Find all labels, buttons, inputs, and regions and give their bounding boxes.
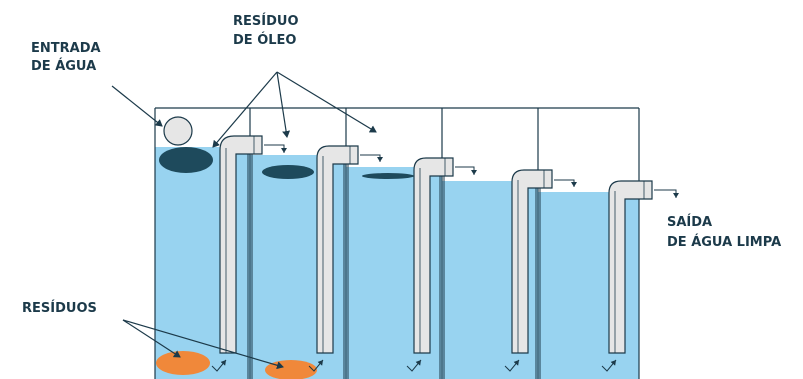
label-clean-outlet-line1: SAÍDA (667, 214, 712, 230)
residue-blob-1 (156, 351, 210, 375)
elbow-pipe-4 (511, 169, 553, 354)
label-water-inlet-line1: ENTRADA (31, 41, 101, 56)
leader-lines (111, 71, 377, 370)
label-clean-outlet-line2: DE ÁGUA LIMPA (667, 234, 781, 250)
label-residues: RESÍDUOS (22, 300, 97, 316)
elbow-pipe-2 (316, 145, 359, 354)
oil-layers (159, 147, 414, 179)
oil-layer-1 (159, 147, 213, 173)
label-water-inlet-line2: DE ÁGUA (31, 58, 96, 74)
bottom-flow-arrows (211, 359, 617, 372)
oil-layer-2 (262, 165, 314, 179)
elbow-pipe-3 (413, 157, 454, 354)
water-inlet-pipe (163, 116, 193, 146)
label-oil-residue-line1: RESÍDUO (233, 13, 299, 29)
oil-layer-3 (362, 173, 414, 179)
pipe-wall-lines (247, 150, 541, 379)
elbow-pipe-1 (219, 135, 263, 354)
elbow-pipes (219, 135, 653, 354)
elbow-pipe-5 (608, 180, 653, 354)
label-oil-residue-line2: DE ÓLEO (233, 32, 296, 48)
overflow-arrows (264, 144, 679, 198)
